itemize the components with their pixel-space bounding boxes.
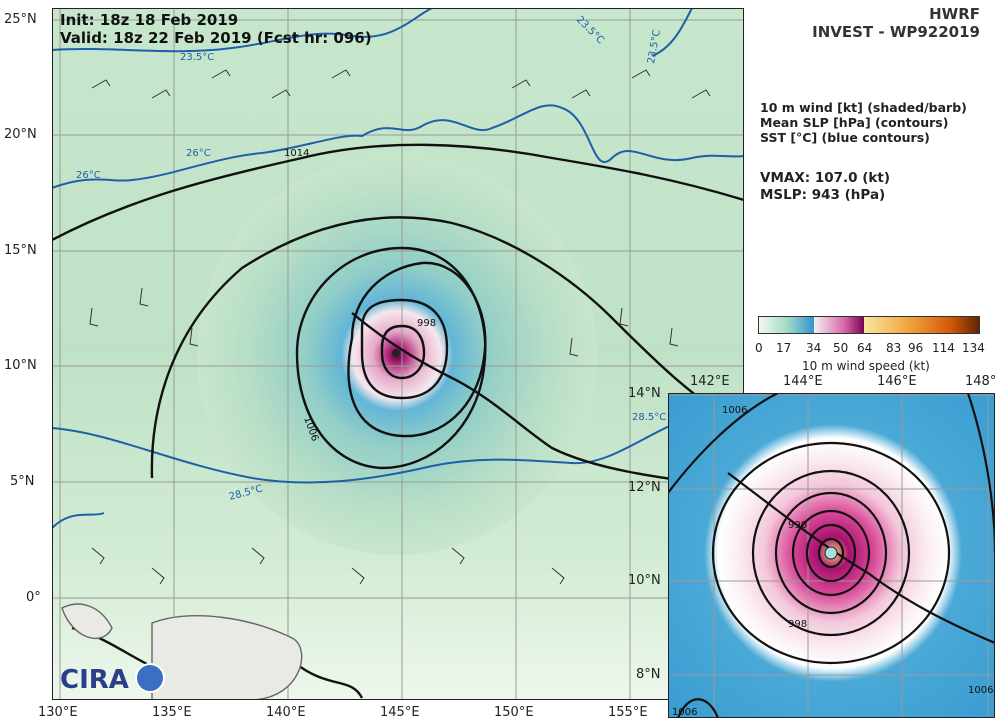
- colorbar-tick: 34: [806, 341, 822, 355]
- legend-line: Mean SLP [hPa] (contours): [760, 115, 949, 130]
- lat-tick: 5°N: [10, 474, 35, 489]
- lat-tick: 15°N: [4, 243, 37, 258]
- valid-time: Valid: 18z 22 Feb 2019 (Fcst hr: 096): [60, 29, 372, 47]
- colorbar-tick: 17: [776, 341, 792, 355]
- inset-contour-label: 998: [788, 619, 807, 630]
- grid-lines: [52, 8, 744, 700]
- inset-storm-eye: [824, 546, 838, 560]
- mslp-value: MSLP: 943 (hPa): [760, 187, 886, 203]
- cira-logo: CIRA: [60, 665, 129, 695]
- inset-lat-tick: 8°N: [636, 667, 661, 682]
- lat-tick: 0°: [26, 590, 41, 605]
- inset-lat-tick: 12°N: [628, 480, 661, 495]
- inset-lon-tick: 148°: [965, 374, 997, 389]
- lat-tick: 20°N: [4, 127, 37, 142]
- inset-lon-tick: 144°E: [783, 374, 823, 389]
- lon-tick: 145°E: [380, 705, 420, 720]
- colorbar-tick: 114: [932, 341, 955, 355]
- cira-logo-globe: [135, 663, 165, 693]
- lon-tick: 155°E: [608, 705, 648, 720]
- inset-lat-tick: 10°N: [628, 573, 661, 588]
- inset-lon-tick: 146°E: [877, 374, 917, 389]
- lat-tick: 25°N: [4, 12, 37, 27]
- storm-eye: [392, 349, 400, 357]
- init-time: Init: 18z 18 Feb 2019: [60, 11, 239, 29]
- legend-line: SST [°C] (blue contours): [760, 130, 930, 145]
- sst-label: 23.5°C: [180, 52, 214, 63]
- colorbar-tick: 50: [833, 341, 849, 355]
- legend-line: 10 m wind [kt] (shaded/barb): [760, 100, 967, 115]
- colorbar-label: 10 m wind speed (kt): [802, 359, 930, 373]
- inset-contour-label: 1006: [968, 685, 993, 696]
- colorbar-tick: 83: [886, 341, 902, 355]
- contour-label-1014: 1014: [284, 148, 309, 159]
- inset-slp-contours: [668, 393, 995, 718]
- lon-tick: 130°E: [38, 705, 78, 720]
- inset-lat-tick: 14°N: [628, 386, 661, 401]
- lon-tick: 135°E: [152, 705, 192, 720]
- lon-tick: 140°E: [266, 705, 306, 720]
- model-name: HWRF: [929, 5, 980, 23]
- storm-name: INVEST - WP922019: [812, 23, 980, 41]
- inset-contour-label: 1006: [722, 405, 747, 416]
- inset-contour-label: 1006: [672, 707, 697, 718]
- sst-label: 28.5°C: [632, 412, 666, 423]
- colorbar-tick: 134: [962, 341, 985, 355]
- contour-label-998: 998: [417, 318, 436, 329]
- inset-lon-tick: 142°E: [690, 374, 730, 389]
- inset-contour-label: 990: [788, 520, 807, 531]
- colorbar: [758, 316, 980, 334]
- main-map: 1014 1006 998 23.5°C 23.5°C 23.5°C 26°C …: [52, 8, 744, 700]
- colorbar-tick: 96: [908, 341, 924, 355]
- lat-tick: 10°N: [4, 358, 37, 373]
- land-islands: [61, 603, 303, 700]
- lon-tick: 150°E: [494, 705, 534, 720]
- colorbar-tick: 64: [857, 341, 873, 355]
- vmax-value: VMAX: 107.0 (kt): [760, 170, 891, 186]
- wind-barbs: [89, 69, 711, 585]
- colorbar-tick: 0: [755, 341, 763, 355]
- map-frame: [52, 8, 744, 700]
- inset-map: 1006 990 998 1006 1006: [668, 393, 995, 718]
- sst-label: 26°C: [186, 148, 211, 159]
- sst-label: 26°C: [76, 170, 101, 181]
